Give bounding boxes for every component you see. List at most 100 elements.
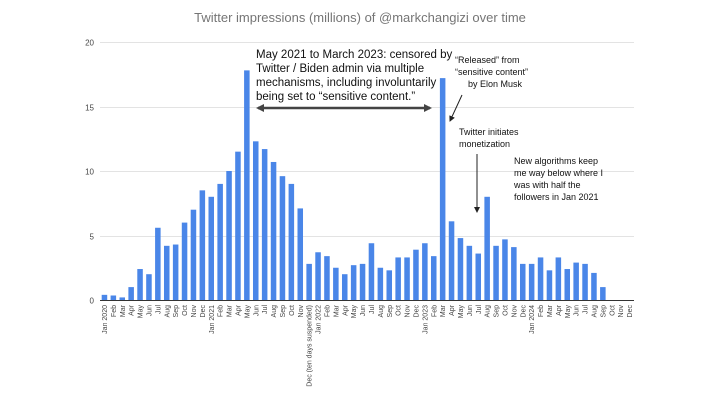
x-tick-label: Jun (467, 305, 474, 316)
bar (457, 238, 464, 300)
x-tick-label: Dec (413, 305, 420, 318)
x-tick-label: Nov (405, 305, 412, 318)
x-tick-label: Dec (200, 305, 207, 318)
bar (297, 208, 304, 300)
bar (190, 209, 197, 300)
bar (511, 247, 517, 300)
x-tick-label: Nov (511, 305, 518, 318)
y-tick-label: 5 (90, 233, 95, 242)
annotation-released-line-2: “sensitive content” (455, 67, 528, 77)
svg-text:New algorithms keep me w: New algorithms keep me way below where I… (513, 156, 606, 202)
x-tick-label: Mar (227, 304, 234, 317)
x-tick-label: May (351, 305, 358, 319)
x-tick-label: Aug (591, 305, 598, 318)
bar (208, 196, 215, 300)
x-tick-label: Feb (218, 305, 225, 317)
bar (110, 295, 117, 300)
x-axis-ticks: Jan 2020 Feb Mar Apr May Jun Jul Aug Sep Oct Nov De… (102, 304, 634, 386)
x-tick-label: Sep (173, 305, 180, 318)
bar (582, 263, 588, 300)
bar (555, 257, 562, 300)
x-tick-label: Dec (627, 305, 634, 318)
x-tick-label: Jul (155, 305, 162, 314)
bar (235, 151, 241, 300)
x-tick-label: Jun (360, 305, 367, 316)
x-tick-label: Apr (235, 304, 242, 316)
bar (430, 256, 437, 300)
annotation-new-algorithms-line-2: me way below where I (514, 168, 603, 178)
annotation-new-algorithms: New algorithms keep me way below where I… (513, 156, 606, 202)
x-tick-label: Aug (378, 305, 385, 318)
bar (333, 267, 339, 300)
svg-text:“Released” from “sensiti: “Released” from “sensitive content” by E… (455, 55, 531, 89)
bar (279, 176, 286, 300)
bar (537, 257, 544, 300)
bar (359, 263, 366, 300)
bar (573, 262, 579, 300)
bar (466, 245, 473, 300)
x-tick-label: Apr (342, 304, 349, 316)
x-tick-label: Jun (574, 305, 581, 316)
x-tick-label: Jan 2021 (209, 305, 216, 334)
x-tick-label: Dec (520, 305, 527, 318)
bar (377, 267, 384, 300)
x-tick-label: Dec (ten days suspended) (307, 305, 314, 387)
bar (350, 265, 357, 300)
bar (217, 183, 223, 300)
annotation-monetization-line-1: Twitter initiates (459, 127, 519, 137)
x-tick-label: Apr (449, 304, 456, 316)
bar (172, 244, 179, 300)
x-tick-label: Jun (146, 305, 153, 316)
annotation-new-algorithms-line-1: New algorithms keep (514, 156, 598, 166)
x-tick-label: Mar (440, 304, 447, 317)
released-arrow (449, 94, 463, 122)
bar (181, 222, 188, 300)
bar (386, 270, 393, 300)
annotation-released: “Released” from “sensitive content” by E… (449, 55, 531, 122)
bar (226, 171, 232, 300)
bar (439, 78, 446, 301)
x-tick-label: Sep (494, 305, 501, 318)
bar (600, 287, 606, 300)
x-tick-label: Oct (182, 305, 189, 316)
bar (324, 256, 330, 300)
bar (244, 70, 250, 300)
bar (528, 263, 535, 300)
x-tick-label: Apr (556, 304, 563, 316)
bar (199, 190, 206, 300)
x-tick-label: Jun (253, 305, 260, 316)
bar (119, 297, 126, 300)
bar (502, 239, 508, 300)
annotation-censored-line-1: May 2021 to March 2023: censored by (256, 49, 453, 61)
x-tick-label: Jul (476, 305, 483, 314)
x-tick-label: Nov (618, 305, 625, 318)
x-tick-label: Nov (298, 305, 305, 318)
bar (519, 263, 526, 300)
x-tick-label: Feb (538, 305, 545, 317)
annotation-released-line-1: “Released” from (455, 55, 520, 65)
bar (288, 183, 295, 300)
x-tick-label: Sep (600, 305, 607, 318)
x-tick-label: Jan 2022 (316, 305, 323, 334)
x-tick-label: Jul (369, 305, 376, 314)
bar (404, 257, 410, 300)
chart-title: Twitter impressions (millions) of @markc… (194, 10, 526, 25)
x-tick-label: May (565, 305, 572, 319)
y-tick-label: 20 (85, 39, 94, 48)
bars (101, 70, 606, 301)
bar (128, 287, 134, 300)
annotation-new-algorithms-line-3: was with half the (513, 180, 581, 190)
bar (484, 196, 490, 300)
bar (261, 149, 268, 300)
x-tick-label: Oct (289, 305, 296, 316)
x-tick-label: Feb (324, 305, 331, 317)
x-tick-label: Mar (120, 304, 127, 317)
annotation-censored-line-3: mechanisms, including involuntarily (256, 77, 436, 89)
bar (146, 274, 152, 300)
bar (101, 294, 108, 300)
x-tick-label: Jul (583, 305, 590, 314)
x-tick-label: Jan 2024 (529, 305, 536, 334)
x-tick-label: May (458, 305, 465, 319)
bar (163, 245, 170, 300)
annotation-monetization: Twitter initiates monetization (459, 127, 519, 213)
